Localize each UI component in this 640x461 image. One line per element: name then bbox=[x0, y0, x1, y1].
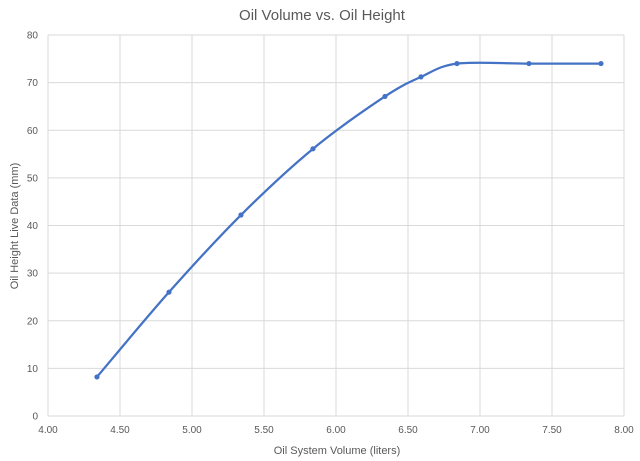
y-tick-label: 50 bbox=[27, 173, 39, 184]
x-tick-label: 8.00 bbox=[614, 425, 634, 436]
gridlines bbox=[47, 34, 625, 417]
x-tick-label: 4.00 bbox=[38, 425, 58, 436]
y-axis-label: Oil Height Live Data (mm) bbox=[9, 163, 21, 290]
chart-title: Oil Volume vs. Oil Height bbox=[239, 7, 406, 24]
x-tick-label: 6.00 bbox=[326, 425, 346, 436]
plot-series bbox=[94, 60, 604, 380]
y-tick-label: 10 bbox=[27, 364, 39, 375]
x-tick-label: 7.50 bbox=[542, 425, 562, 436]
y-tick-label: 70 bbox=[27, 78, 39, 89]
y-tick-label: 40 bbox=[27, 221, 39, 232]
y-tick-label: 0 bbox=[32, 412, 38, 423]
x-tick-label: 5.00 bbox=[182, 425, 202, 436]
x-axis-ticks: 4.00 4.50 5.00 5.50 6.00 6.50 7.00 7.50 8.00 bbox=[38, 425, 634, 436]
y-tick-label: 20 bbox=[27, 316, 39, 327]
x-axis-label: Oil System Volume (liters) bbox=[274, 445, 401, 457]
data-point bbox=[94, 374, 100, 380]
data-point bbox=[418, 74, 424, 80]
x-tick-label: 4.50 bbox=[110, 425, 130, 436]
data-point bbox=[598, 60, 604, 67]
data-point bbox=[166, 289, 172, 295]
data-point bbox=[310, 146, 316, 152]
x-tick-label: 6.50 bbox=[398, 425, 418, 436]
data-point bbox=[526, 60, 532, 67]
data-point bbox=[454, 60, 460, 67]
series-line bbox=[95, 61, 603, 379]
y-tick-label: 80 bbox=[27, 31, 39, 42]
y-tick-label: 60 bbox=[27, 126, 39, 137]
x-tick-label: 5.50 bbox=[254, 425, 274, 436]
x-tick-label: 7.00 bbox=[470, 425, 490, 436]
data-point bbox=[382, 93, 388, 100]
y-axis-ticks: 0 10 20 30 40 50 60 70 80 bbox=[27, 31, 39, 423]
data-point bbox=[238, 212, 244, 218]
y-tick-label: 30 bbox=[27, 269, 39, 280]
